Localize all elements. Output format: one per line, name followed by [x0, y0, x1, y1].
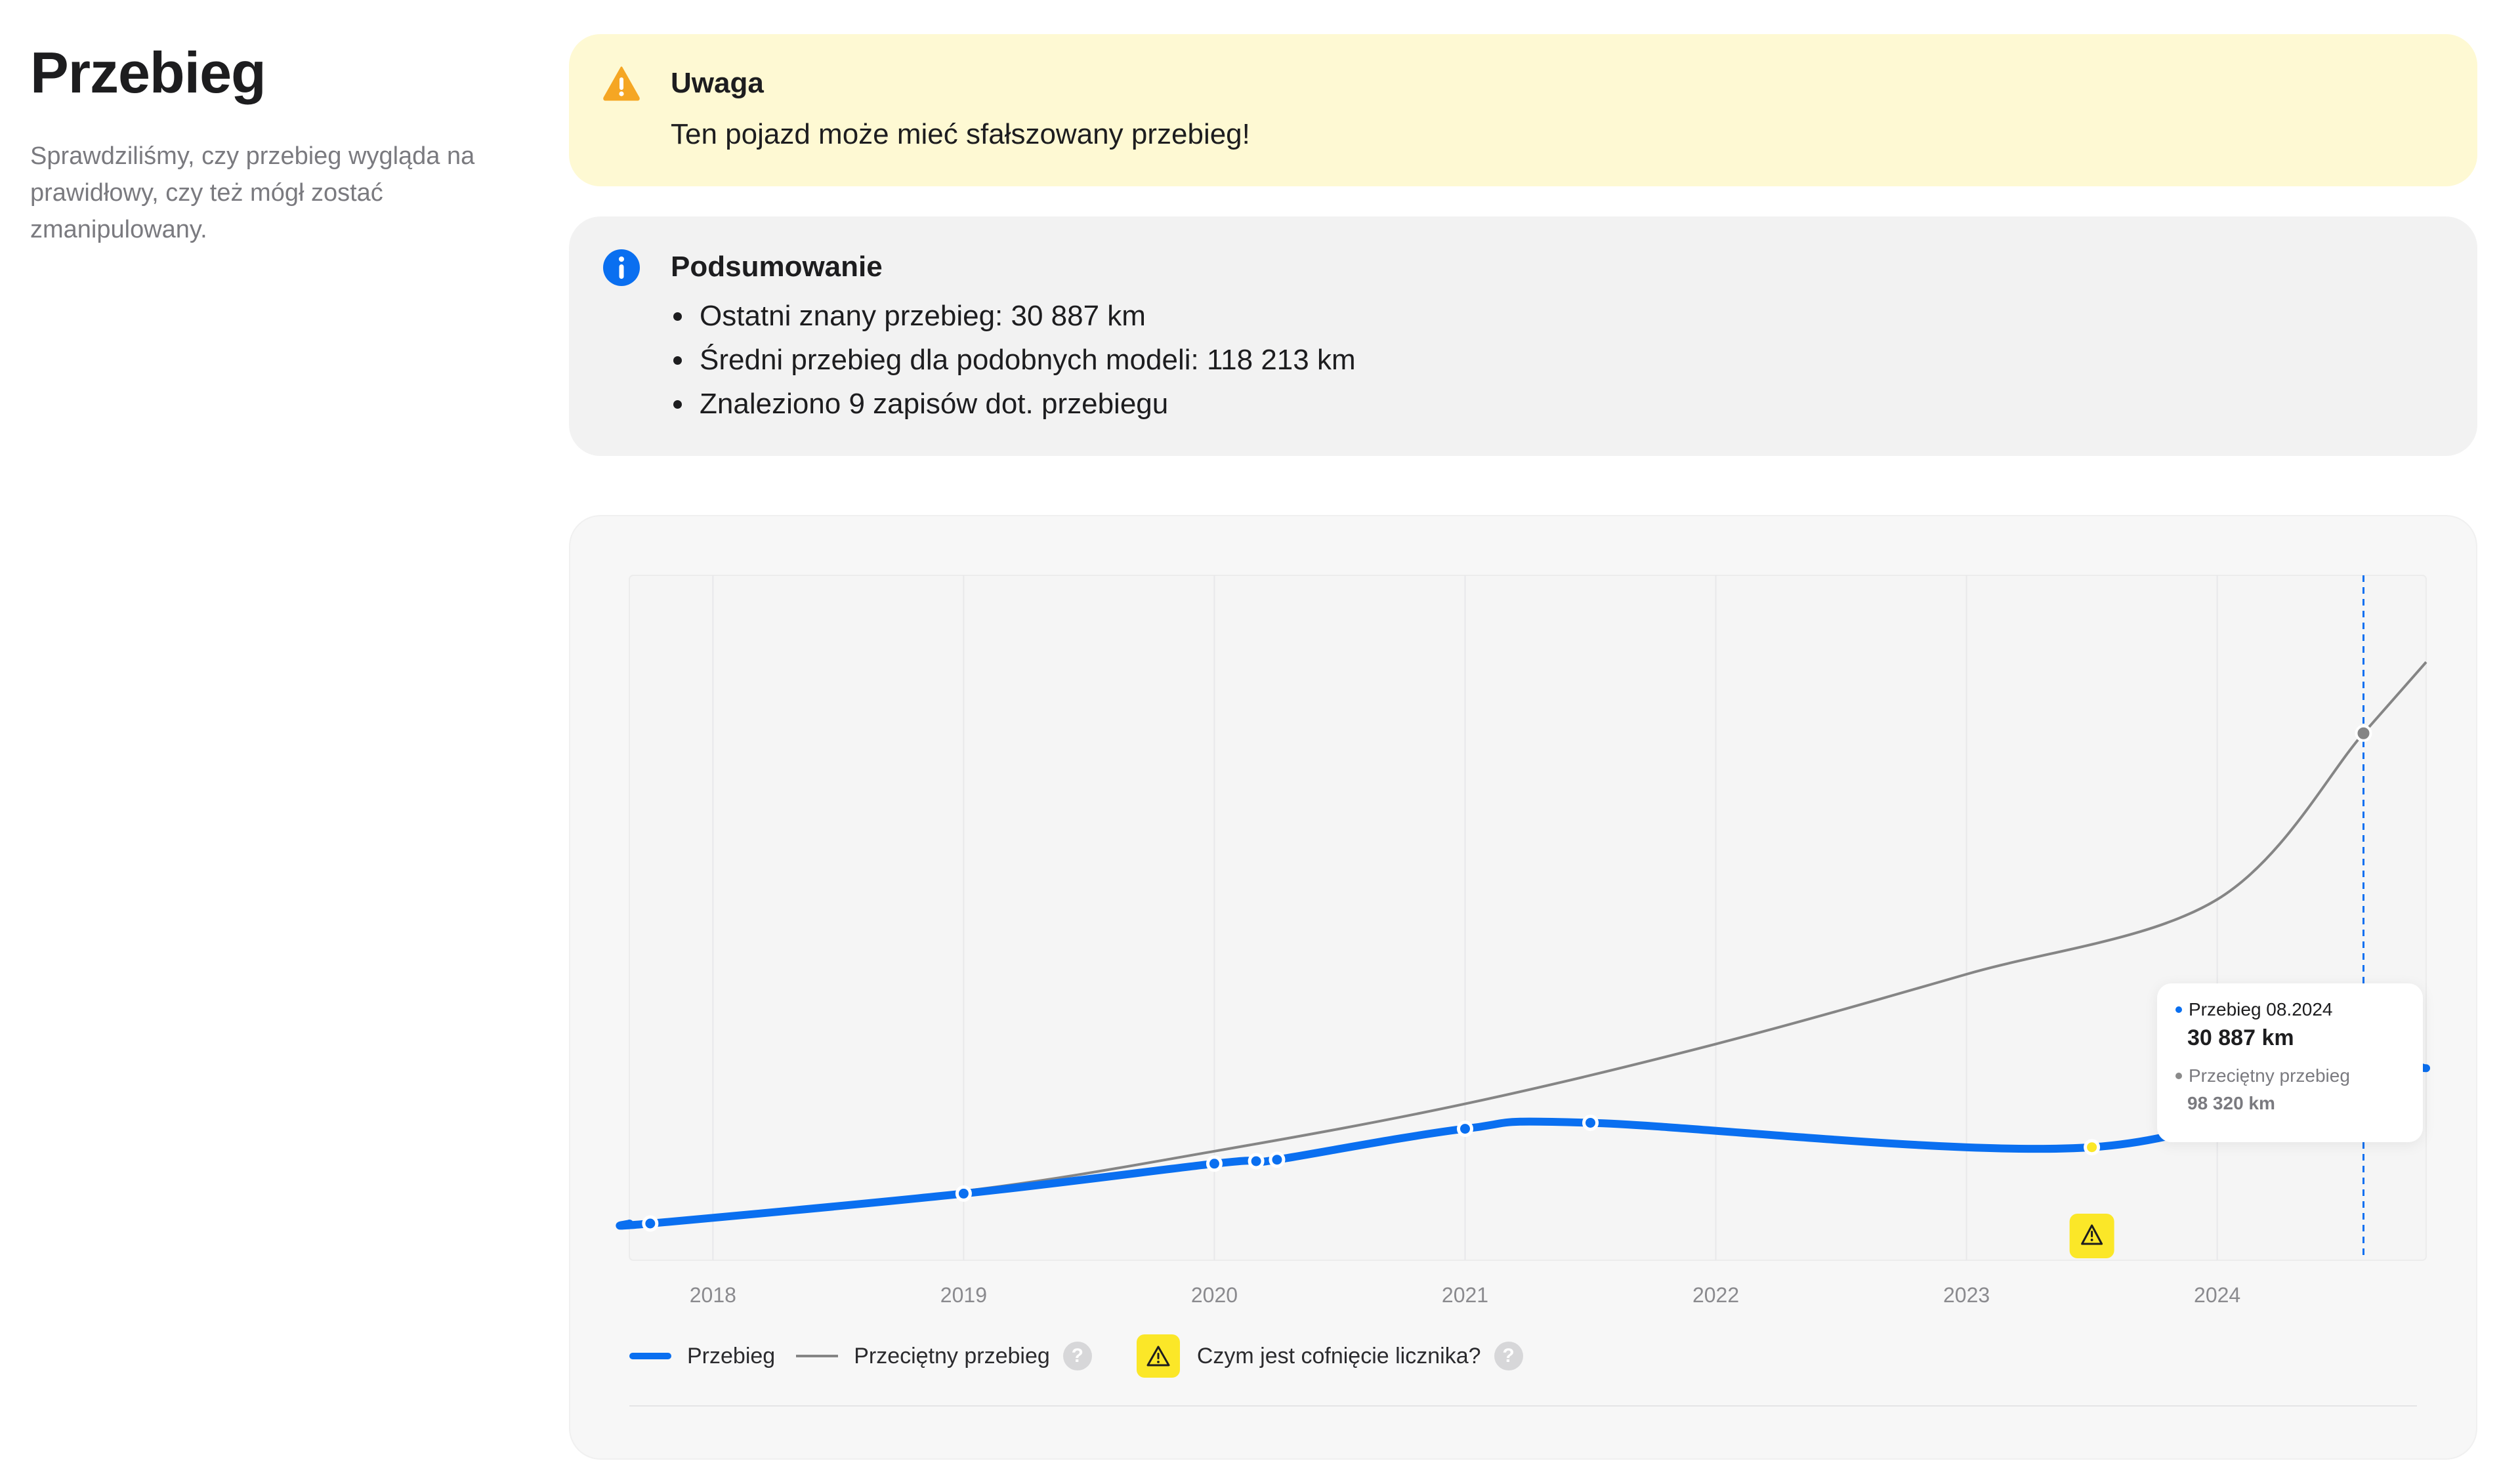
- data-point[interactable]: [1582, 1114, 1599, 1131]
- mileage-chart-card: 2018 2019 2020 2021 2022 2023 2024 Przebieg 08…: [569, 515, 2477, 1460]
- tooltip-avg-value: 98 320 km: [2187, 1093, 2275, 1113]
- legend-label: Czym jest cofnięcie licznika?: [1196, 1343, 1481, 1368]
- legend-label: Przebieg: [687, 1343, 776, 1368]
- help-icon[interactable]: ?: [1062, 1342, 1092, 1370]
- data-point[interactable]: [1206, 1155, 1223, 1172]
- tooltip-avg-label: Przeciętny przebieg: [2189, 1065, 2350, 1086]
- warning-title: Uwaga: [671, 67, 764, 99]
- series-dot: [2175, 1073, 2182, 1079]
- flagged-data-point[interactable]: [2084, 1139, 2101, 1156]
- legend-label: Przeciętny przebieg: [854, 1343, 1050, 1368]
- list-item: Znaleziono 9 zapisów dot. przebiegu: [671, 382, 1356, 426]
- x-axis: 2018 2019 2020 2021 2022 2023 2024: [690, 1283, 2240, 1307]
- warning-triangle-icon: [603, 66, 640, 101]
- mileage-chart[interactable]: 2018 2019 2020 2021 2022 2023 2024: [570, 516, 2479, 1461]
- summary-card: Podsumowanie Ostatni znany przebieg: 30 …: [569, 216, 2477, 456]
- x-tick-label: 2024: [2194, 1283, 2240, 1307]
- data-point[interactable]: [955, 1185, 972, 1202]
- average-highlight-point[interactable]: [2355, 724, 2372, 742]
- x-tick-label: 2022: [1692, 1283, 1739, 1307]
- warning-card: Uwaga Ten pojazd może mieć sfałszowany p…: [569, 34, 2477, 186]
- summary-title: Podsumowanie: [671, 251, 883, 283]
- legend-item-rollback[interactable]: Czym jest cofnięcie licznika? ?: [1113, 1334, 1523, 1378]
- plot-area: [629, 575, 2427, 1261]
- list-item: Średni przebieg dla podobnych modeli: 11…: [671, 338, 1356, 382]
- rollback-warning-icon[interactable]: [2069, 1214, 2114, 1258]
- x-tick-label: 2020: [1191, 1283, 1238, 1307]
- data-point[interactable]: [642, 1215, 659, 1232]
- x-tick-label: 2021: [1442, 1283, 1488, 1307]
- tooltip-value: 30 887 km: [2187, 1025, 2294, 1050]
- grid-lines: [712, 575, 2218, 1260]
- tooltip-series-label: Przebieg 08.2024: [2189, 999, 2333, 1019]
- info-icon: [603, 249, 640, 286]
- x-tick-label: 2023: [1943, 1283, 1990, 1307]
- legend-swatch: [796, 1355, 839, 1357]
- data-point[interactable]: [1456, 1121, 1473, 1138]
- series-dot: [2175, 1006, 2182, 1013]
- x-tick-label: 2018: [690, 1283, 736, 1307]
- page-subtitle: Sprawdziliśmy, czy przebieg wygląda na p…: [30, 142, 475, 243]
- list-item: Ostatni znany przebieg: 30 887 km: [671, 294, 1356, 338]
- legend-swatch: [629, 1353, 671, 1359]
- data-point[interactable]: [1248, 1153, 1265, 1170]
- help-icon[interactable]: ?: [1494, 1342, 1523, 1370]
- legend-item-average[interactable]: Przeciętny przebieg ?: [796, 1342, 1092, 1370]
- chart-tooltip: Przebieg 08.2024 30 887 km Przeciętny pr…: [2157, 983, 2423, 1142]
- divider: [629, 1405, 2417, 1407]
- marker-layer: [642, 724, 2375, 1258]
- data-point[interactable]: [1269, 1151, 1286, 1168]
- legend-item-przebieg[interactable]: Przebieg: [629, 1344, 775, 1369]
- summary-list: Ostatni znany przebieg: 30 887 km Średni…: [671, 294, 1356, 426]
- x-tick-label: 2019: [940, 1283, 987, 1307]
- warning-triangle-icon: [1136, 1334, 1180, 1378]
- page-title: Przebieg: [30, 40, 266, 105]
- warning-text: Ten pojazd może mieć sfałszowany przebie…: [671, 118, 1250, 150]
- chart-legend: Przebieg Przeciętny przebieg ? Czym jest…: [629, 1333, 1544, 1379]
